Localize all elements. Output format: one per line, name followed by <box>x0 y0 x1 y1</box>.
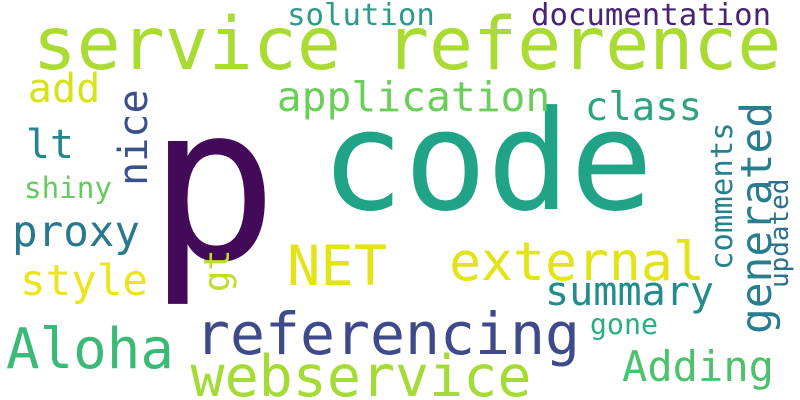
word-gt: gt <box>197 249 239 293</box>
word-aloha: Aloha <box>6 317 174 383</box>
word-comments: comments <box>704 122 740 270</box>
word-webservice: webservice <box>190 343 532 400</box>
word-documentation: documentation <box>531 0 772 33</box>
word-updated: updated <box>765 178 795 288</box>
word-solution: solution <box>287 0 435 33</box>
word-referencing: referencing <box>195 300 580 369</box>
word-summary: summary <box>545 268 715 315</box>
word-shiny: shiny <box>24 171 112 206</box>
word-add: add <box>27 65 101 112</box>
word-gone: gone <box>589 307 659 341</box>
word-code: code <box>320 80 654 242</box>
word-service-reference: service reference <box>32 2 782 88</box>
word-class: class <box>584 85 703 130</box>
word-external: external <box>449 231 705 293</box>
word-application: application <box>276 72 551 121</box>
word-nice: nice <box>110 89 157 187</box>
word-net: NET <box>287 235 387 300</box>
word-style: style <box>20 257 148 307</box>
word-p: p <box>148 59 278 311</box>
word-proxy: proxy <box>12 207 140 257</box>
word-lt: lt <box>26 122 74 169</box>
word-adding: Adding <box>622 342 774 391</box>
